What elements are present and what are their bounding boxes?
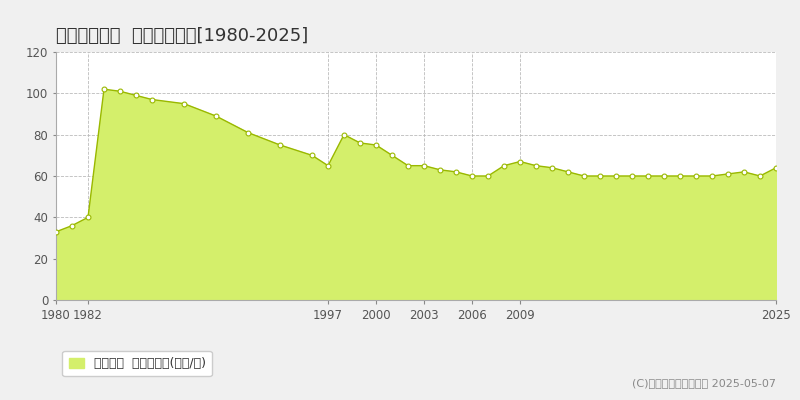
Text: (C)土地価格ドットコム 2025-05-07: (C)土地価格ドットコム 2025-05-07 <box>632 378 776 388</box>
Legend: 公示地価  平均坂単価(万円/坂): 公示地価 平均坂単価(万円/坂) <box>62 351 212 376</box>
Text: 日野市東平山  公示地価推移[1980-2025]: 日野市東平山 公示地価推移[1980-2025] <box>56 27 308 45</box>
